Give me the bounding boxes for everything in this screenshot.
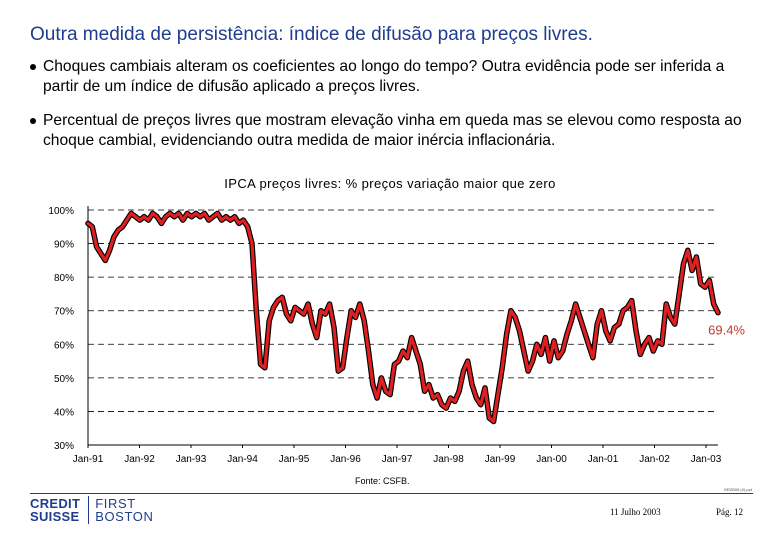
footer-date: 11 Julho 2003 xyxy=(610,507,661,517)
series-line xyxy=(86,211,720,424)
x-tick-label: Jan-97 xyxy=(382,454,413,465)
bullet-text-2: Percentual de preços livres que mostram … xyxy=(43,112,742,149)
x-tick-label: Jan-00 xyxy=(536,454,567,465)
bullet-text-1: Choques cambiais alteram os coeficientes… xyxy=(43,58,725,95)
x-tick-label: Jan-96 xyxy=(330,454,361,465)
slide-title: Outra medida de persistência: índice de … xyxy=(30,24,593,45)
x-tick-label: Jan-01 xyxy=(588,454,619,465)
company-logo: CREDIT SUISSE FIRST BOSTON xyxy=(30,496,153,524)
last-value-label: 69.4% xyxy=(708,323,745,338)
logo-text-first: FIRST xyxy=(95,496,136,511)
logo-text-boston: BOSTON xyxy=(95,509,154,524)
x-tick-label: Jan-91 xyxy=(73,454,104,465)
y-tick-label: 40% xyxy=(54,407,74,418)
file-code: BRZB08 (0).ppt xyxy=(724,487,752,492)
x-tick-label: Jan-92 xyxy=(124,454,155,465)
bullet-list: Choques cambiais alteram os coeficientes… xyxy=(30,57,760,165)
y-tick-label: 100% xyxy=(48,206,74,217)
logo-text-credit: CREDIT xyxy=(30,496,81,511)
series-line-outline xyxy=(85,210,721,425)
y-tick-label: 60% xyxy=(54,340,74,351)
y-tick-label: 90% xyxy=(54,240,74,251)
y-tick-label: 30% xyxy=(54,441,74,452)
logo-text-suisse: SUISSE xyxy=(30,509,80,524)
y-tick-label: 50% xyxy=(54,374,74,385)
logo-separator xyxy=(88,496,90,524)
page-number: Pág. 12 xyxy=(716,507,743,517)
x-tick-label: Jan-98 xyxy=(433,454,464,465)
source-note: Fonte: CSFB. xyxy=(355,476,410,486)
y-tick-label: 70% xyxy=(54,307,74,318)
x-tick-label: Jan-94 xyxy=(227,454,258,465)
bullet-item-1: Choques cambiais alteram os coeficientes… xyxy=(30,57,760,97)
y-tick-label: 80% xyxy=(54,273,74,284)
bullet-item-2: Percentual de preços livres que mostram … xyxy=(30,111,760,151)
x-tick-label: Jan-99 xyxy=(485,454,516,465)
footer-divider xyxy=(30,493,753,494)
x-tick-label: Jan-02 xyxy=(639,454,670,465)
x-tick-label: Jan-95 xyxy=(279,454,310,465)
bullet-dot-icon xyxy=(30,118,36,124)
chart-title: IPCA preços livres: % preços variação ma… xyxy=(224,176,556,191)
logo-first-boston: FIRST BOSTON xyxy=(95,497,153,523)
bullet-dot-icon xyxy=(30,64,36,70)
logo-credit-suisse: CREDIT SUISSE xyxy=(30,497,80,523)
x-tick-label: Jan-93 xyxy=(176,454,207,465)
x-tick-label: Jan-03 xyxy=(691,454,722,465)
